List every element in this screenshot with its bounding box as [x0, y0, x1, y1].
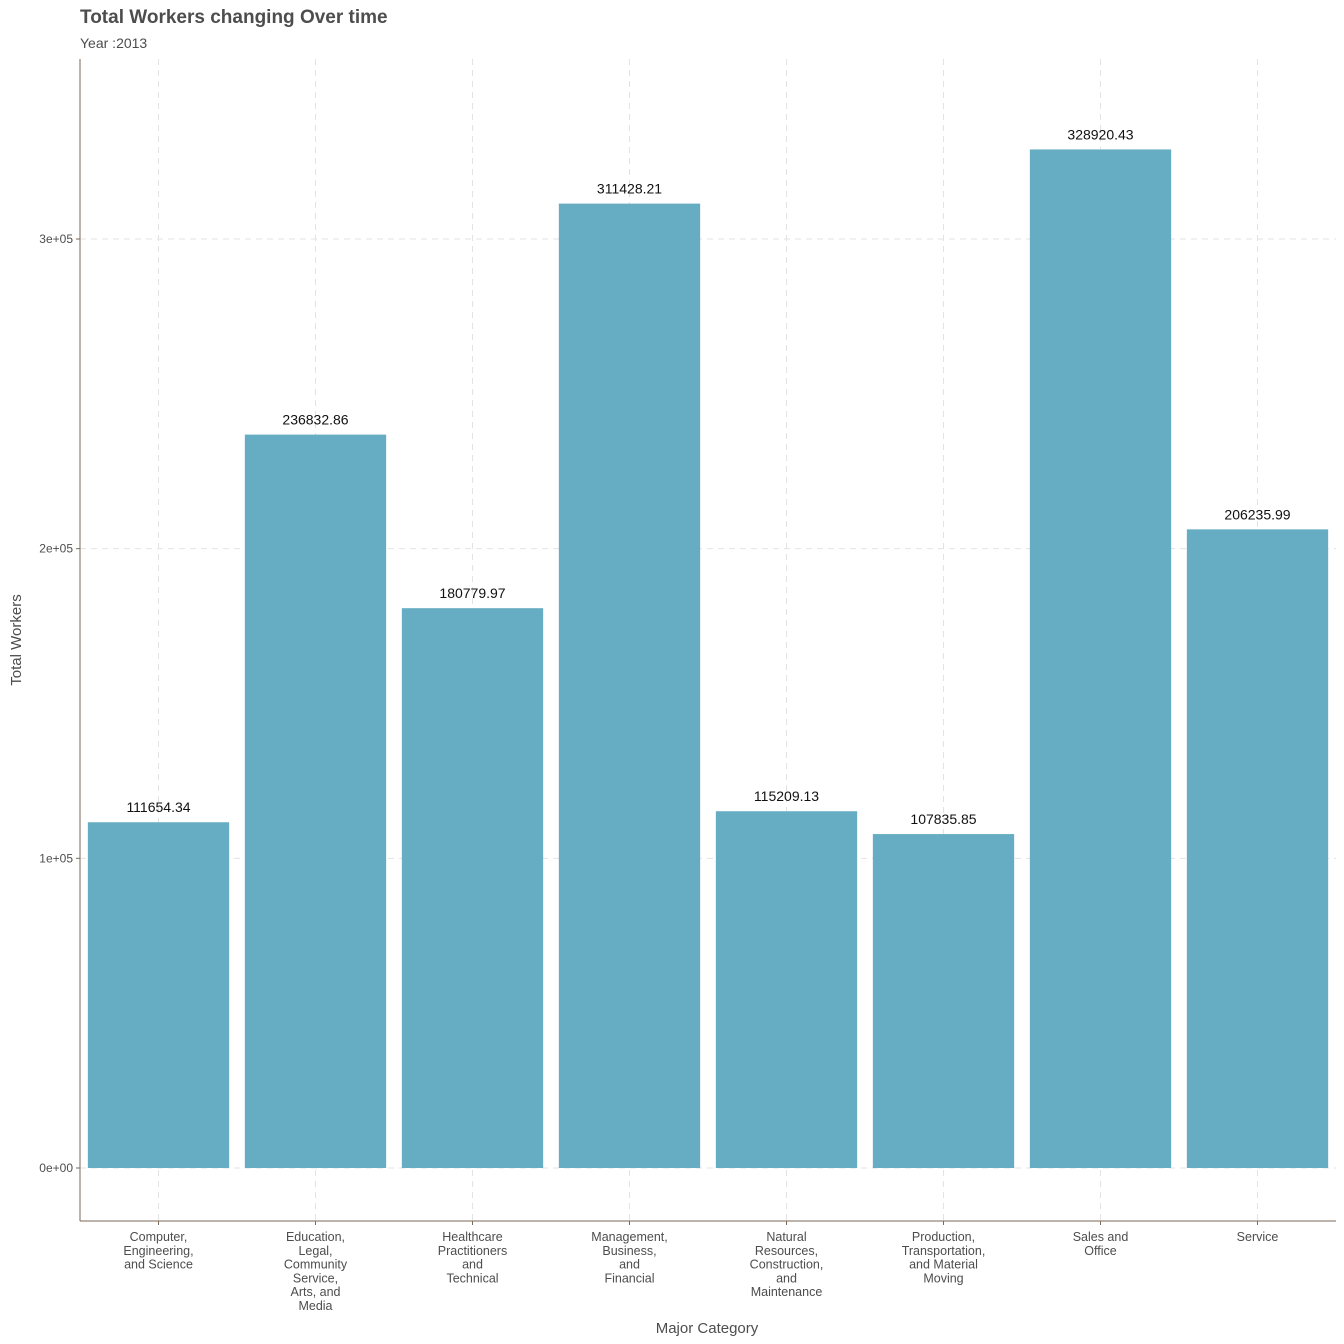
bar [1029, 149, 1172, 1169]
y-tick-label: 2e+05 [39, 542, 73, 556]
category-label-line: Computer, [130, 1230, 188, 1244]
x-category-label: Natural Resources, Construction, and Mainten… [750, 1230, 824, 1299]
chart-subtitle: Year :2013 [80, 35, 147, 51]
category-label-line: Transportation, [902, 1244, 986, 1258]
category-label-line: and [776, 1271, 797, 1285]
bar-value-label: 111654.34 [126, 799, 190, 815]
category-label-line: and [462, 1258, 483, 1272]
category-label-line: Legal, [298, 1244, 332, 1258]
bars [87, 149, 1329, 1169]
y-axis-title: Total Workers [8, 594, 25, 685]
axes: 0e+00 1e+05 2e+05 3e+05 Computer, Engineering… [39, 59, 1336, 1313]
category-label-line: Natural [766, 1230, 806, 1244]
category-label-line: Resources, [755, 1244, 818, 1258]
bar [401, 608, 544, 1168]
bar-value-label: 206235.99 [1224, 506, 1290, 522]
x-category-label: Healthcare Practitioners and Technical [438, 1230, 507, 1285]
category-label-line: Management, [591, 1230, 667, 1244]
category-label-line: Healthcare [442, 1230, 502, 1244]
category-label-line: Technical [446, 1271, 498, 1285]
category-label-line: Maintenance [751, 1285, 823, 1299]
bar [872, 834, 1015, 1168]
x-category-label: Management, Business, and Financial [591, 1230, 667, 1285]
category-label-line: Construction, [750, 1258, 824, 1272]
category-label-line: Moving [923, 1271, 963, 1285]
y-tick-label: 1e+05 [39, 851, 73, 865]
category-label-line: Arts, and [290, 1285, 340, 1299]
category-label-line: Sales and [1073, 1230, 1129, 1244]
y-tick-label: 3e+05 [39, 232, 73, 246]
bar-value-label: 236832.86 [282, 412, 348, 428]
category-label-line: and Material [909, 1258, 978, 1272]
bar-value-label: 328920.43 [1067, 126, 1133, 142]
bar-value-label: 180779.97 [439, 585, 505, 601]
category-label-line: Community [284, 1258, 348, 1272]
category-label-line: Practitioners [438, 1244, 507, 1258]
category-label-line: Engineering, [123, 1244, 193, 1258]
bar [1186, 529, 1329, 1168]
category-label-line: Media [298, 1299, 332, 1313]
category-label-line: Office [1084, 1244, 1116, 1258]
bar [87, 822, 230, 1168]
data-labels: 111654.34 236832.86 180779.97 311428.21 1152… [126, 126, 1290, 827]
x-category-label: Service [1237, 1230, 1279, 1244]
x-category-label: Sales and Office [1073, 1230, 1129, 1258]
bar [558, 203, 701, 1168]
y-tick-label: 0e+00 [39, 1161, 73, 1175]
category-label-line: Production, [912, 1230, 975, 1244]
category-label-line: Business, [602, 1244, 656, 1258]
bar-value-label: 107835.85 [910, 811, 976, 827]
chart-title: Total Workers changing Over time [80, 7, 388, 28]
x-axis-title: Major Category [656, 1320, 759, 1337]
category-label-line: and Science [124, 1258, 193, 1272]
bar-value-label: 115209.13 [754, 788, 819, 804]
category-label-line: Service [1237, 1230, 1279, 1244]
category-label-line: Financial [604, 1271, 654, 1285]
category-label-line: Service, [293, 1271, 338, 1285]
bar [244, 434, 387, 1169]
bar [715, 811, 858, 1168]
bar-value-label: 311428.21 [597, 181, 662, 197]
x-category-label: Production, Transportation, and Material Mo… [902, 1230, 986, 1285]
category-label-line: Education, [286, 1230, 345, 1244]
category-label-line: and [619, 1258, 640, 1272]
x-category-label: Education, Legal, Community Service, Arts, a… [284, 1230, 348, 1313]
x-category-label: Computer, Engineering, and Science [123, 1230, 193, 1272]
